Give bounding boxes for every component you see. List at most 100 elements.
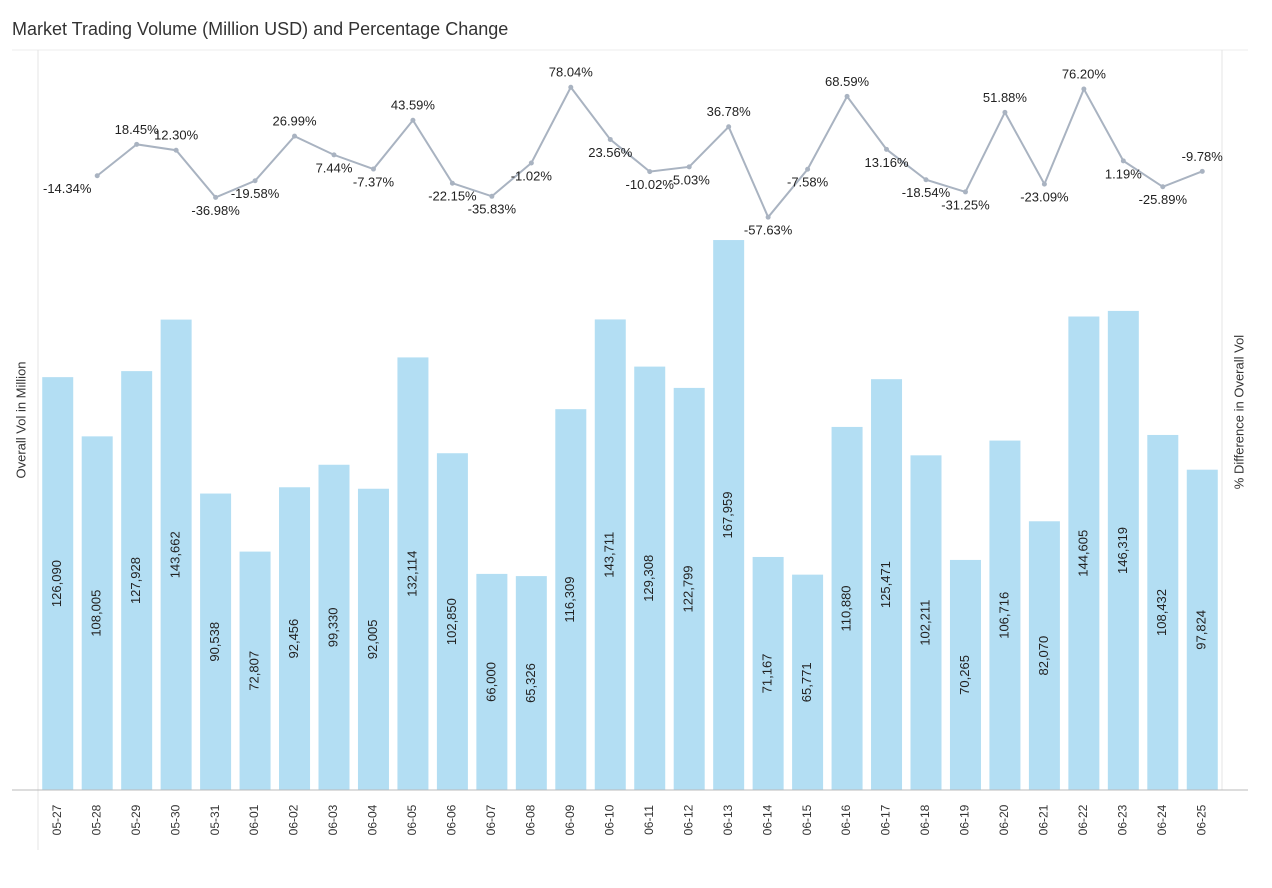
x-tick-label: 06-15 xyxy=(800,804,814,835)
line-value-label: -36.98% xyxy=(191,203,240,218)
bar xyxy=(1068,316,1100,790)
line-point xyxy=(1160,184,1166,190)
line-point xyxy=(647,169,653,175)
line-point xyxy=(844,93,850,99)
line-point xyxy=(1041,181,1047,187)
x-tick-label: 06-16 xyxy=(839,804,853,835)
bar xyxy=(357,488,389,790)
line-value-label: -7.37% xyxy=(353,174,395,189)
bar xyxy=(831,426,863,790)
bar xyxy=(1147,434,1179,790)
line-point xyxy=(686,164,692,170)
bar-value-label: 116,309 xyxy=(562,577,577,623)
bar xyxy=(397,357,429,790)
bar-value-label: 72,807 xyxy=(247,651,262,691)
bar-value-label: 82,070 xyxy=(1036,636,1051,676)
x-tick-label: 05-29 xyxy=(129,804,143,835)
x-tick-label: 06-01 xyxy=(247,804,261,835)
line-value-label: -35.83% xyxy=(468,202,517,217)
line-point xyxy=(884,146,890,152)
x-tick-label: 06-25 xyxy=(1194,804,1208,835)
line-value-label: 43.59% xyxy=(391,98,436,113)
bar xyxy=(476,573,508,790)
x-tick-label: 06-10 xyxy=(602,804,616,835)
line-point xyxy=(568,84,574,90)
line-value-label: 18.45% xyxy=(115,122,160,137)
bar xyxy=(42,377,74,790)
line-value-label: 68.59% xyxy=(825,74,870,89)
x-tick-label: 06-19 xyxy=(958,804,972,835)
bar-value-label: 122,799 xyxy=(681,565,696,612)
x-tick-label: 06-08 xyxy=(524,804,538,835)
line-point xyxy=(1002,109,1008,115)
bar xyxy=(160,319,192,790)
bar-value-label: 132,114 xyxy=(404,551,419,597)
x-tick-label: 06-07 xyxy=(484,804,498,835)
line-point xyxy=(449,180,455,186)
bar xyxy=(752,556,784,790)
bar xyxy=(910,455,942,790)
bar xyxy=(515,576,547,790)
bar-value-label: 108,432 xyxy=(1154,589,1169,636)
bar xyxy=(871,379,903,790)
y-axis-title: Overall Vol in Million xyxy=(13,361,28,478)
x-tick-label: 06-24 xyxy=(1155,804,1169,835)
line-value-label: -7.58% xyxy=(787,175,829,190)
bar xyxy=(673,387,705,790)
line-value-label: 12.30% xyxy=(154,128,199,143)
bar-value-label: 92,005 xyxy=(365,619,380,659)
line-point xyxy=(94,173,100,179)
bar-value-label: 71,167 xyxy=(760,654,775,694)
bar-value-label: 106,716 xyxy=(996,592,1011,639)
x-tick-label: 05-31 xyxy=(208,804,222,835)
bar-value-label: 125,471 xyxy=(878,561,893,608)
line-point xyxy=(213,194,219,200)
bar xyxy=(1186,469,1218,790)
bar-value-label: 99,330 xyxy=(325,607,340,647)
bar-value-label: 143,711 xyxy=(602,532,617,578)
x-tick-label: 06-18 xyxy=(918,804,932,835)
line-value-label: -23.09% xyxy=(1020,190,1069,205)
bar-value-label: 65,771 xyxy=(799,662,814,702)
bar xyxy=(989,440,1021,790)
bar-value-label: 108,005 xyxy=(89,590,104,637)
x-tick-label: 06-17 xyxy=(879,804,893,835)
bar xyxy=(713,240,745,790)
line-value-label: 1.19% xyxy=(1105,166,1142,181)
line-value-label: 78.04% xyxy=(549,65,594,80)
x-tick-label: 06-22 xyxy=(1076,804,1090,835)
bar-value-label: 110,880 xyxy=(839,585,854,631)
bar-value-label: 102,211 xyxy=(917,600,932,646)
line-point xyxy=(765,214,771,220)
line-point xyxy=(962,189,968,195)
line-point xyxy=(252,178,258,184)
line-value-label: -5.03% xyxy=(669,172,711,187)
x-tick-label: 06-02 xyxy=(287,804,301,835)
bar xyxy=(1107,310,1139,790)
line-value-label: -14.34% xyxy=(43,181,92,196)
line-point xyxy=(292,133,298,139)
bar xyxy=(634,366,666,790)
bar-value-label: 90,538 xyxy=(207,622,222,662)
line-point xyxy=(805,166,811,172)
x-tick-label: 06-13 xyxy=(721,804,735,835)
bar-value-label: 126,090 xyxy=(49,560,64,607)
x-tick-label: 06-06 xyxy=(445,804,459,835)
bar xyxy=(792,574,824,790)
x-tick-label: 06-05 xyxy=(405,804,419,835)
line-point xyxy=(923,177,929,183)
bar xyxy=(318,464,350,790)
x-tick-label: 05-28 xyxy=(89,804,103,835)
bar-value-label: 102,850 xyxy=(444,598,459,645)
line-value-label: -9.78% xyxy=(1182,149,1224,164)
line-point xyxy=(1081,86,1087,92)
x-tick-label: 06-12 xyxy=(681,804,695,835)
chart-title: Market Trading Volume (Million USD) and … xyxy=(12,19,508,39)
x-tick-label: 05-30 xyxy=(168,804,182,835)
line-value-label: -22.15% xyxy=(428,189,477,204)
line-value-label: 51.88% xyxy=(983,90,1028,105)
line-value-label: -18.54% xyxy=(902,185,951,200)
bar-value-label: 92,456 xyxy=(286,619,301,659)
bar xyxy=(949,559,981,790)
bar xyxy=(594,319,626,790)
